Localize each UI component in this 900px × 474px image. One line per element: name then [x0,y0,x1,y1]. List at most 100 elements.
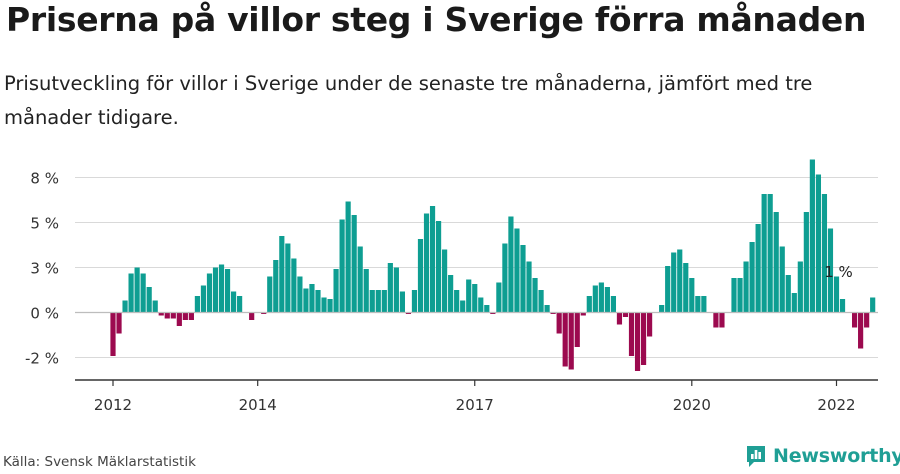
bar [809,159,815,313]
bar [110,312,116,356]
bar [701,296,707,313]
bar [803,212,809,313]
x-tick-label: 2022 [817,396,855,414]
brand-name: Newsworthy [773,445,900,467]
bar [309,284,315,313]
bar [610,296,617,313]
bar [761,194,767,313]
newsworthy-logo: Newsworthy [745,442,900,470]
bar [261,312,267,314]
bar [200,285,207,313]
bar [713,312,719,328]
bar [689,278,695,313]
bar [291,258,297,313]
bar [767,194,773,313]
bar [550,312,556,314]
bar [671,252,677,313]
bar [785,275,791,313]
bar [134,267,140,313]
bar [224,269,231,313]
bar [369,290,375,313]
bar [743,261,749,313]
bar [851,312,858,328]
bar [249,312,255,320]
bar [628,312,635,356]
bar [423,213,430,313]
bar [568,312,574,370]
bar [273,260,279,313]
bar [194,296,201,313]
bar [230,291,237,313]
y-tick-label: -2 % [25,350,59,368]
bar [586,296,592,313]
bar [749,242,755,313]
bar [478,297,484,313]
bar [502,243,508,313]
bar [665,266,671,313]
bar [755,224,761,313]
bar [152,300,158,313]
last-value-annotation: 1 % [824,263,853,281]
bar [140,273,146,313]
bar [333,269,339,313]
bar [773,212,779,313]
bar [188,312,194,320]
bar [267,276,273,313]
bar [580,312,586,316]
bar [858,312,864,349]
bar [514,228,520,313]
bar [351,215,357,313]
bar [616,312,623,325]
bar [176,312,182,326]
y-tick-label: 3 % [30,260,59,278]
bar [128,273,134,313]
bar [321,297,327,313]
bar [677,249,683,313]
bar [574,312,580,347]
bar [339,219,345,313]
x-tick-label: 2020 [673,396,711,414]
source-note: Källa: Svensk Mäklarstatistik [3,454,196,470]
bar [442,249,448,313]
bar [833,276,840,313]
bar [604,287,610,313]
bar [182,312,188,320]
bar [821,194,828,313]
bar [791,293,797,313]
bar [496,282,502,313]
bar [303,288,309,313]
bar [532,278,538,313]
bar [327,299,333,313]
bar [779,246,785,313]
bar [634,312,641,371]
bar [345,201,351,313]
bar [315,290,321,313]
bar [122,300,128,313]
bar [659,305,665,313]
bar [622,312,629,317]
bar [839,299,846,313]
y-tick-label: 0 % [30,305,59,323]
y-tick-label: 5 % [30,215,59,233]
bar [405,312,412,314]
bar [544,305,550,313]
bar [460,300,466,313]
x-tick-label: 2012 [94,396,132,414]
bar [737,278,743,313]
bar [647,312,653,337]
bar [170,312,176,319]
bar [454,290,460,313]
chart-title: Priserna på villor steg i Sverige förra … [6,0,867,39]
bar [526,261,532,313]
x-tick-label: 2017 [456,396,494,414]
bar [146,287,152,313]
bar [640,312,647,365]
bar [864,312,870,328]
y-tick-label: 8 % [30,170,59,188]
bar [375,290,381,313]
bar [381,290,387,313]
bar [279,236,285,313]
bar [116,312,122,334]
bar [490,312,496,314]
